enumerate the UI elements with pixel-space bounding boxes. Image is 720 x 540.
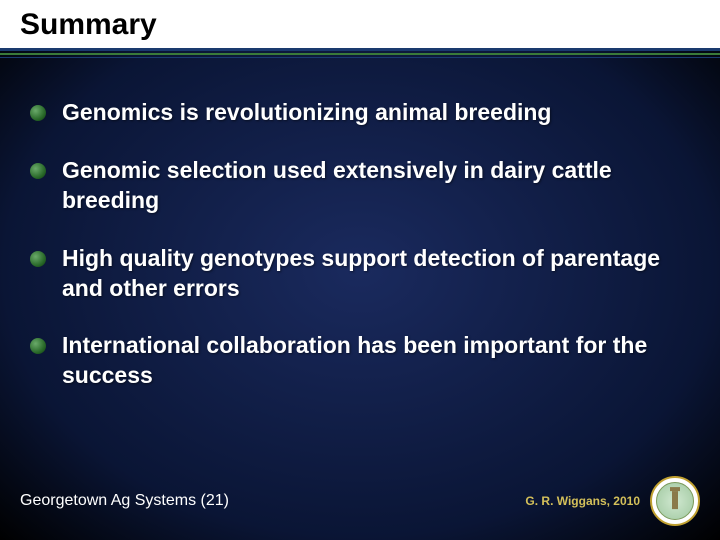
title-area: Summary: [0, 0, 720, 48]
bullet-text: High quality genotypes support detection…: [62, 244, 690, 304]
divider-blue-thick: [0, 48, 720, 51]
bullet-icon: [30, 251, 46, 267]
bullet-text: Genomic selection used extensively in da…: [62, 156, 690, 216]
author-text: G. R. Wiggans, 2010: [525, 494, 640, 508]
footer-right: G. R. Wiggans, 2010: [525, 476, 700, 526]
bullet-text: International collaboration has been imp…: [62, 331, 690, 391]
bullet-item: High quality genotypes support detection…: [30, 244, 690, 304]
divider-green: [0, 53, 720, 55]
seal-tower: [672, 491, 678, 509]
bullet-icon: [30, 163, 46, 179]
seal-inner: [656, 482, 694, 520]
bullet-item: International collaboration has been imp…: [30, 331, 690, 391]
footer-left-text: Georgetown Ag Systems (21): [20, 492, 229, 510]
bullet-icon: [30, 105, 46, 121]
bullet-icon: [30, 338, 46, 354]
content-area: Genomics is revolutionizing animal breed…: [0, 58, 720, 391]
bullet-item: Genomic selection used extensively in da…: [30, 156, 690, 216]
slide-title: Summary: [20, 8, 700, 42]
bullet-text: Genomics is revolutionizing animal breed…: [62, 98, 551, 128]
bullet-item: Genomics is revolutionizing animal breed…: [30, 98, 690, 128]
seal-icon: [650, 476, 700, 526]
footer: Georgetown Ag Systems (21) G. R. Wiggans…: [0, 476, 720, 526]
